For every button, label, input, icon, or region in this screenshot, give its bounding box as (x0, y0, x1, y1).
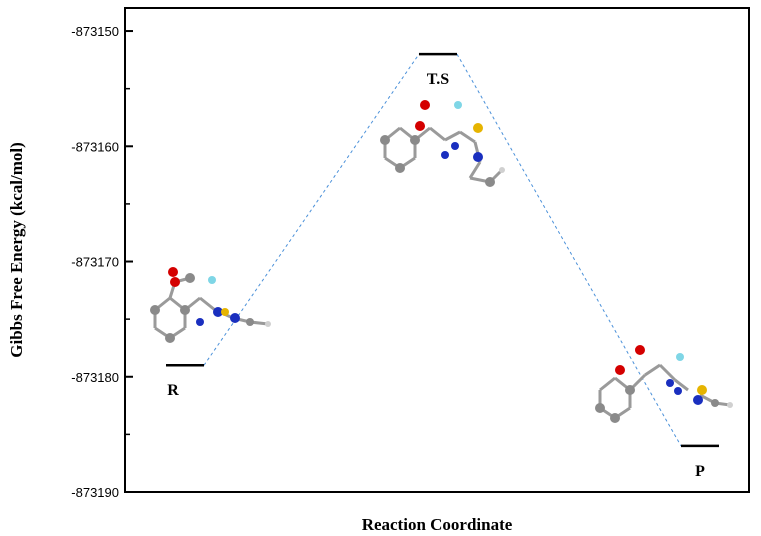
state-label: T.S (427, 71, 449, 88)
plot-frame (124, 7, 750, 493)
y-axis-title: Gibbs Free Energy (kcal/mol) (7, 142, 26, 357)
state-label: R (167, 382, 179, 399)
y-tick-label: -873180 (71, 370, 119, 385)
y-tick-label: -873190 (71, 485, 119, 500)
connector-line (456, 53, 682, 447)
y-tick-label: -873160 (71, 139, 119, 154)
molecule-product-icon (595, 345, 733, 423)
energy-levels: R T.S P (166, 52, 719, 480)
molecule-reactant-icon (150, 267, 271, 343)
y-tick-label: -873170 (71, 255, 119, 270)
connector-lines (203, 53, 682, 447)
state-label: P (695, 463, 705, 480)
x-axis-title: Reaction Coordinate (362, 515, 513, 534)
y-tick-label: -873150 (71, 24, 119, 39)
y-axis: -873150 -873160 -873170 -873180 -873190 (71, 24, 133, 500)
molecule-transition-state-icon (380, 100, 505, 187)
